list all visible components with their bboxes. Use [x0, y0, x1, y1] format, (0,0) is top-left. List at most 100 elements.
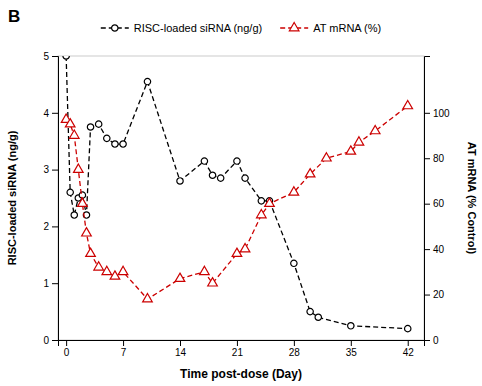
y2-axis-tick-label: 40 [433, 244, 445, 255]
y-axis-tick-mark [52, 170, 58, 171]
series-point [305, 169, 315, 177]
y-axis-tick-label: 2 [43, 221, 49, 232]
y2-axis-tick-mark [424, 295, 430, 296]
legend-symbol [289, 22, 299, 30]
y2-axis-tick-label: 80 [433, 153, 445, 164]
series-point [242, 175, 248, 181]
y-axis-tick: 4 [43, 108, 58, 119]
y2-axis-tick-label: 60 [433, 198, 445, 209]
series-point [315, 314, 321, 320]
y2-axis-tick-mark [424, 158, 430, 159]
series-line [66, 106, 408, 299]
x-axis-tick-mark [123, 340, 124, 346]
series-point [346, 146, 356, 154]
y2-axis-title: AT mRNA (% Control) [466, 142, 478, 255]
y-axis-tick: 3 [43, 164, 58, 175]
y-axis-tick-label: 0 [43, 335, 49, 346]
x-axis-tick: 0 [64, 340, 70, 358]
x-axis-tick-label: 35 [346, 347, 358, 358]
y-axis-title: RISC-loaded siRNA (ng/g) [6, 130, 18, 265]
legend-item: RISC-loaded siRNA (ng/g) [101, 22, 262, 34]
series-point [112, 141, 118, 147]
legend: RISC-loaded siRNA (ng/g)AT mRNA (%) [101, 22, 381, 34]
x-axis-tick-label: 0 [64, 347, 70, 358]
x-axis-line [59, 341, 425, 347]
x-axis: 0 7 14 21 28 35 42 [59, 340, 425, 358]
series-point [82, 228, 92, 236]
x-axis-tick-mark [66, 340, 67, 346]
series-point [348, 323, 354, 329]
y2-axis-line [425, 57, 431, 341]
series-point [87, 124, 93, 130]
series-point [71, 212, 77, 218]
x-axis-tick-mark [237, 340, 238, 346]
panel-label: B [8, 7, 20, 26]
y2-axis-tick-mark [424, 113, 430, 114]
chart: 071421283542012345020406080100Time post-… [0, 0, 482, 386]
x-axis-tick: 7 [121, 340, 127, 358]
y2-axis-tick: 60 [424, 198, 445, 209]
plot: 071421283542012345020406080100 [43, 51, 450, 358]
series-point [67, 189, 73, 195]
series-point [258, 198, 264, 204]
series-point [354, 137, 364, 145]
series-point [63, 56, 69, 59]
x-axis-tick-label: 42 [403, 347, 415, 358]
x-axis-tick-mark [351, 340, 352, 346]
series-line [66, 56, 408, 329]
y2-axis-tick: 0 [424, 335, 439, 346]
y2-axis-tick-label: 100 [433, 108, 450, 119]
x-axis-tick-label: 14 [175, 347, 187, 358]
series [63, 56, 411, 332]
series-point [307, 308, 313, 314]
y-axis-tick: 5 [43, 51, 58, 62]
series-point [403, 100, 413, 108]
y-axis-tick-mark [52, 283, 58, 284]
y-axis-tick-mark [52, 340, 58, 341]
series-point [177, 178, 183, 184]
x-axis-tick-label: 7 [121, 347, 127, 358]
y2-axis-tick: 40 [424, 244, 445, 255]
series-point [175, 273, 185, 281]
series-point [234, 158, 240, 164]
y2-axis-tick-label: 20 [433, 289, 445, 300]
y2-axis-tick: 80 [424, 153, 445, 164]
y2-axis-tick-mark [424, 340, 430, 341]
series-point [143, 294, 153, 302]
x-axis-tick-mark [180, 340, 181, 346]
y2-axis-tick-mark [424, 249, 430, 250]
y2-axis: 0 20 40 60 80 100 [424, 57, 450, 346]
y-axis-tick-mark [52, 113, 58, 114]
series-point [104, 135, 110, 141]
x-axis-tick: 21 [232, 340, 244, 358]
x-axis-tick: 35 [346, 340, 358, 358]
series-point [200, 266, 210, 274]
x-axis-title: Time post-dose (Day) [180, 367, 302, 381]
series-point [69, 130, 79, 138]
series-point [405, 325, 411, 331]
y-axis-tick-label: 4 [43, 108, 49, 119]
series-point [322, 153, 332, 161]
series-point [74, 164, 84, 172]
series-point [118, 266, 128, 274]
marks [61, 56, 412, 332]
y2-axis-tick: 100 [424, 108, 450, 119]
series-point [257, 209, 267, 217]
x-axis-tick-mark [294, 340, 295, 346]
series-point [86, 248, 96, 256]
series-point [209, 172, 215, 178]
y-axis: 012345 [43, 51, 58, 346]
plot-frame [58, 56, 424, 340]
series-point [65, 119, 75, 127]
legend-symbol [112, 25, 118, 31]
series-point [217, 175, 223, 181]
series-point [120, 141, 126, 147]
x-axis-tick-label: 28 [289, 347, 301, 358]
series-point [291, 260, 297, 266]
y-axis-line [52, 57, 59, 341]
series-point [208, 278, 218, 286]
series [61, 100, 412, 301]
series-point [94, 262, 104, 270]
series-point [102, 266, 112, 274]
y-axis-tick: 2 [43, 221, 58, 232]
